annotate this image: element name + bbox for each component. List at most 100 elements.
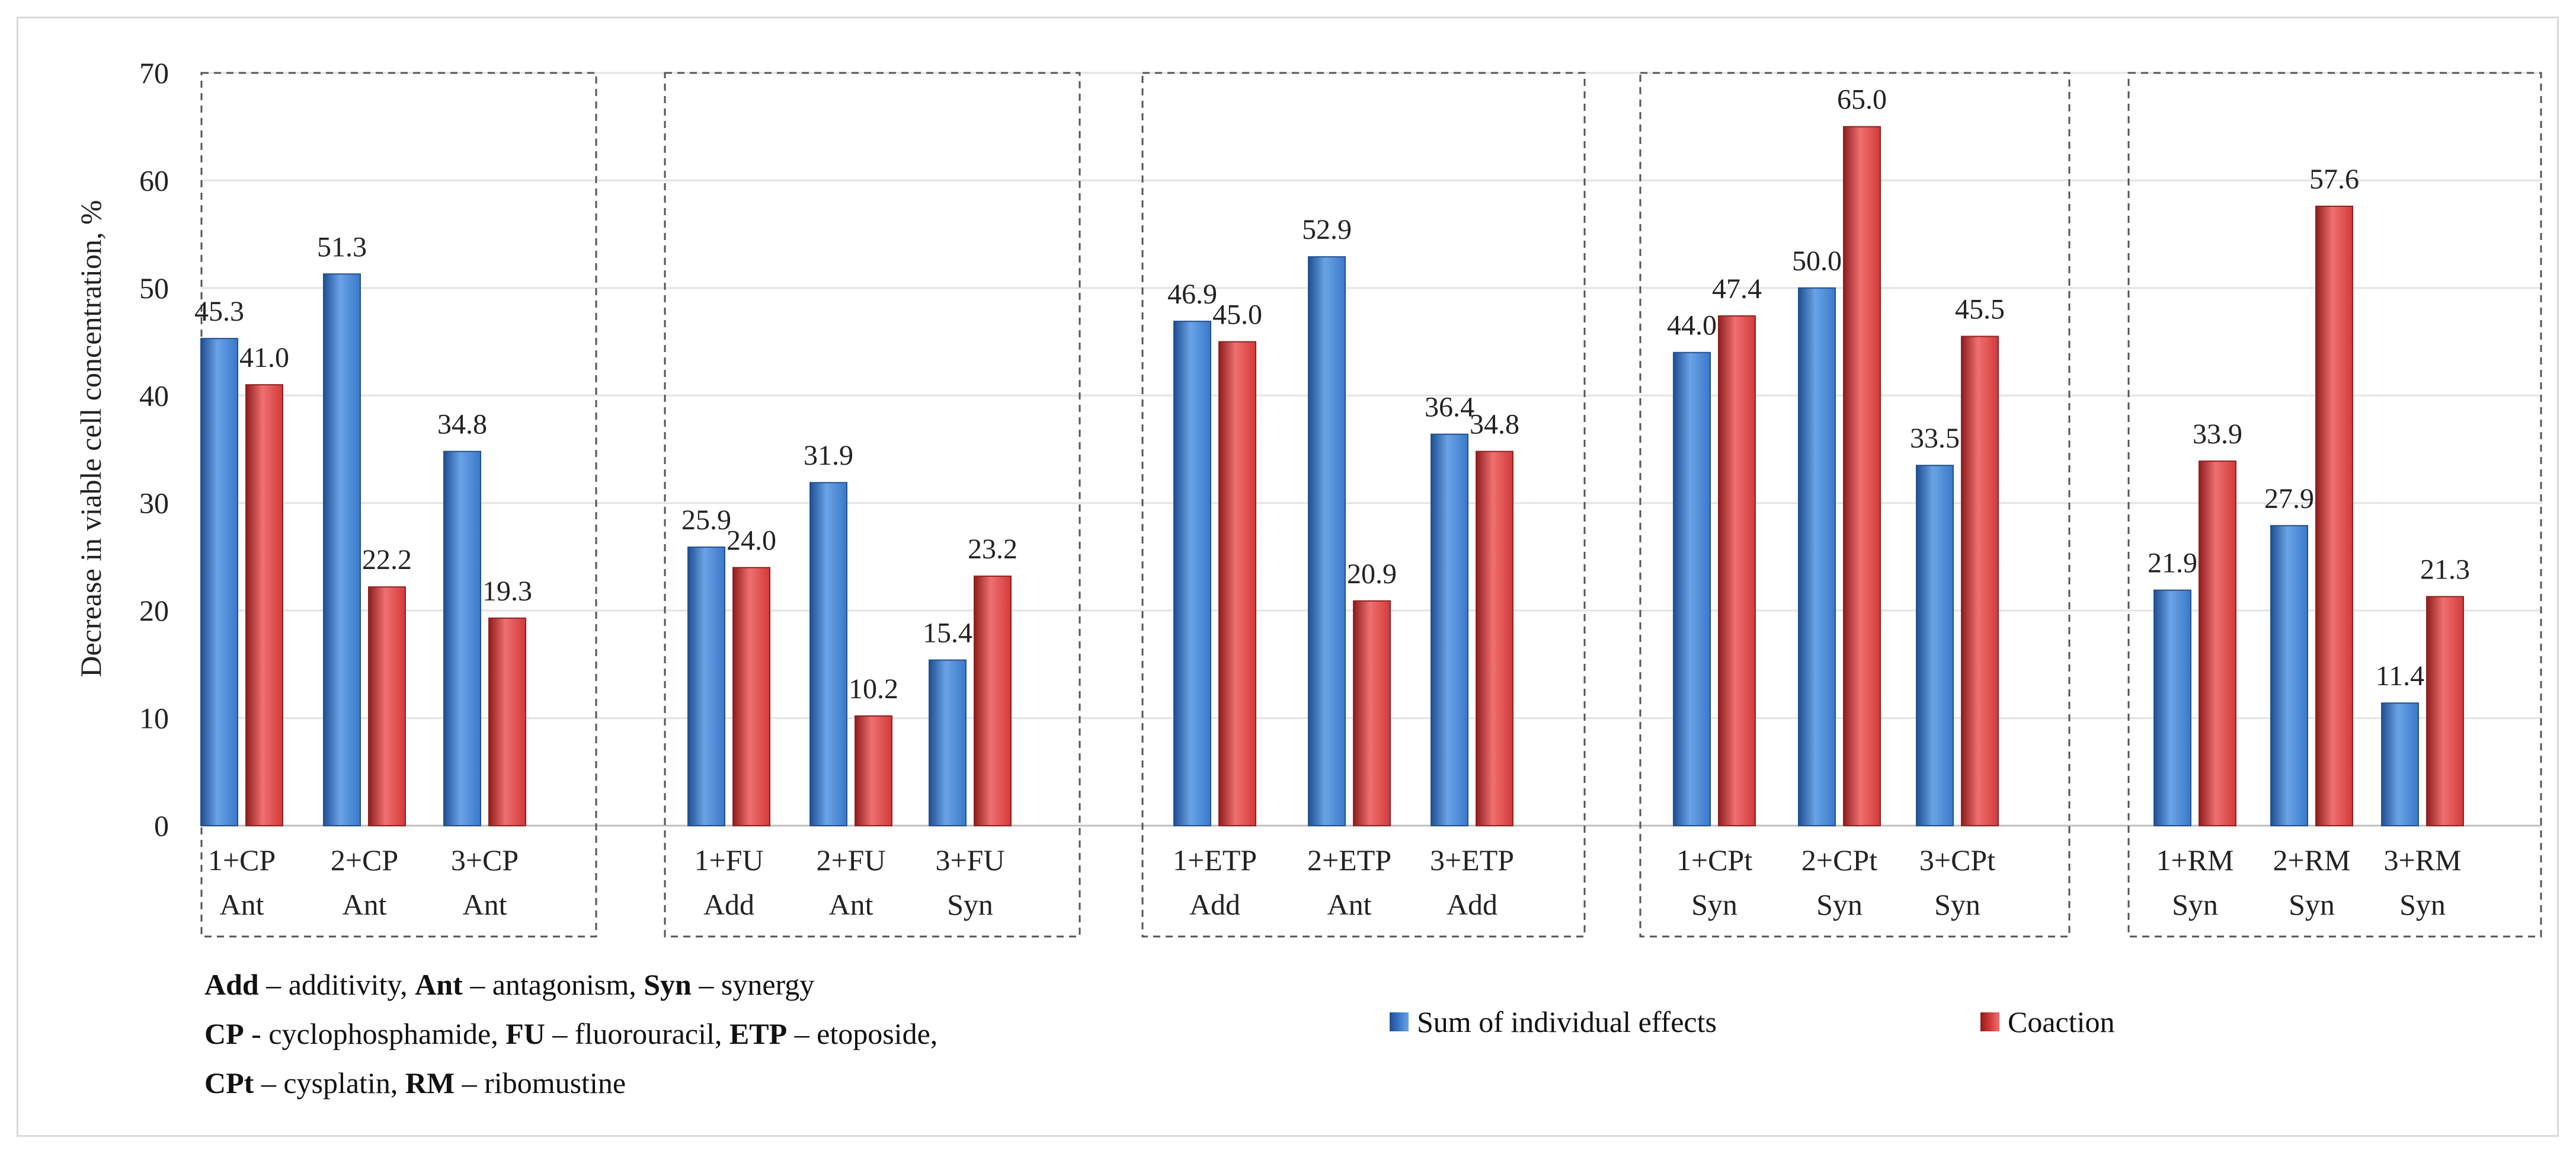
- notes-abbrev: Add: [204, 968, 259, 1001]
- x-tick-label: 3+FU: [935, 843, 1004, 877]
- x-effect-label: Ant: [829, 888, 873, 921]
- y-tick-label: 30: [139, 487, 169, 520]
- data-label-sum: 52.9: [1302, 214, 1352, 245]
- notes-text: – additivity,: [258, 968, 415, 1001]
- x-effect-label: Syn: [2172, 888, 2218, 921]
- bar-coaction-3+RM: [2426, 596, 2464, 826]
- bar-coaction-3+FU: [974, 576, 1012, 826]
- x-effect-label: Add: [1189, 888, 1240, 921]
- bar-coaction-2+CPt: [1843, 126, 1881, 827]
- bar-coaction-1+CPt: [1718, 315, 1756, 826]
- legend-item-sum: Sum of individual effects: [1390, 1005, 1717, 1039]
- bar-coaction-2+ETP: [1353, 600, 1391, 826]
- notes-abbrev: CP: [204, 1017, 244, 1050]
- x-effect-label: Syn: [1934, 888, 1980, 921]
- x-tick-label: 2+FU: [816, 843, 885, 877]
- data-label-coaction: 19.3: [482, 576, 532, 607]
- data-label-coaction: 22.2: [362, 544, 412, 576]
- data-label-sum: 31.9: [804, 440, 853, 471]
- data-label-coaction: 45.0: [1212, 299, 1262, 331]
- bar-sum-3+CPt: [1916, 465, 1954, 826]
- bar-sum-1+RM: [2153, 589, 2191, 827]
- x-tick-label: 1+CP: [208, 843, 276, 877]
- notes-line-1: Add – additivity, Ant – antagonism, Syn …: [204, 960, 937, 1009]
- notes-line-3: CPt – cysplatin, RM – ribomustine: [204, 1059, 937, 1108]
- data-label-sum: 51.3: [317, 231, 367, 263]
- x-effect-label: Ant: [1327, 888, 1372, 921]
- bar-sum-2+CP: [323, 273, 361, 826]
- bar-sum-2+FU: [809, 482, 847, 826]
- notes-text: – cysplatin,: [254, 1066, 405, 1100]
- bar-sum-1+CPt: [1673, 351, 1711, 826]
- x-effect-label: Add: [1447, 888, 1497, 921]
- x-tick-label: 3+RM: [2383, 843, 2461, 877]
- legend-label-sum: Sum of individual effects: [1417, 1005, 1717, 1038]
- x-tick-label: 2+CPt: [1801, 843, 1877, 877]
- data-label-coaction: 34.8: [1470, 409, 1519, 440]
- bar-sum-3+ETP: [1431, 433, 1468, 826]
- notes-abbrev: FU: [505, 1017, 545, 1050]
- x-tick-label: 1+FU: [694, 843, 763, 877]
- notes-text: – etoposide,: [787, 1017, 938, 1050]
- data-label-sum: 11.4: [2376, 660, 2424, 692]
- data-label-sum: 46.9: [1167, 279, 1217, 310]
- group-box-RM: [2127, 72, 2542, 938]
- bar-coaction-2+FU: [855, 715, 892, 827]
- data-label-sum: 45.3: [194, 296, 244, 327]
- data-label-sum: 36.4: [1425, 392, 1474, 423]
- data-label-sum: 27.9: [2264, 483, 2314, 514]
- x-tick-label: 3+CP: [451, 843, 519, 877]
- bar-coaction-3+CPt: [1961, 335, 1999, 826]
- group-box-FU: [664, 72, 1081, 938]
- notes-abbrev: Ant: [415, 968, 463, 1001]
- bar-sum-2+RM: [2270, 525, 2308, 826]
- data-label-coaction: 10.2: [849, 673, 898, 705]
- y-tick-label: 60: [139, 164, 169, 197]
- group-box-ETP: [1141, 72, 1586, 938]
- y-tick-label: 10: [139, 702, 169, 735]
- notes-abbrev: RM: [405, 1066, 455, 1100]
- x-tick-label: 1+ETP: [1173, 843, 1257, 877]
- x-effect-label: Syn: [1691, 888, 1737, 921]
- legend-label-coaction: Coaction: [2008, 1005, 2115, 1038]
- y-tick-label: 50: [139, 271, 169, 305]
- data-label-sum: 21.9: [2148, 548, 2197, 579]
- data-label-coaction: 65.0: [1837, 84, 1887, 116]
- bar-sum-2+ETP: [1308, 256, 1346, 826]
- bar-sum-3+RM: [2381, 702, 2419, 826]
- x-effect-label: Syn: [2289, 888, 2335, 921]
- data-label-sum: 34.8: [437, 409, 487, 440]
- notes-text: – ribomustine: [455, 1066, 626, 1100]
- x-tick-label: 3+CPt: [1919, 843, 1995, 877]
- y-tick-label: 0: [154, 809, 169, 842]
- group-box-CPt: [1639, 72, 2071, 938]
- bar-coaction-3+ETP: [1476, 450, 1513, 826]
- x-tick-label: 2+RM: [2273, 843, 2350, 877]
- data-label-coaction: 45.5: [1955, 294, 2005, 325]
- bar-coaction-1+FU: [732, 567, 770, 826]
- chart-frame: [17, 17, 2559, 1137]
- data-label-coaction: 24.0: [727, 525, 776, 557]
- x-tick-label: 1+CPt: [1676, 843, 1752, 877]
- notes-text: – synergy: [691, 968, 815, 1001]
- bar-coaction-3+CP: [488, 617, 526, 827]
- data-label-coaction: 23.2: [968, 533, 1017, 565]
- data-label-sum: 44.0: [1667, 310, 1717, 341]
- x-effect-label: Syn: [947, 888, 993, 921]
- legend-swatch-sum: [1390, 1012, 1409, 1031]
- legend-item-coaction: Coaction: [1980, 1005, 2115, 1039]
- x-effect-label: Syn: [1816, 888, 1863, 921]
- x-effect-label: Add: [703, 888, 754, 921]
- bar-sum-1+CP: [200, 338, 238, 826]
- notes-line-2: CP - cyclophosphamide, FU – fluorouracil…: [204, 1009, 937, 1059]
- data-label-sum: 25.9: [681, 504, 731, 536]
- legend-notes: Add – additivity, Ant – antagonism, Syn …: [204, 960, 937, 1108]
- x-tick-label: 2+ETP: [1307, 843, 1391, 877]
- notes-abbrev: Syn: [644, 968, 692, 1001]
- x-effect-label: Ant: [343, 888, 387, 921]
- x-tick-label: 3+ETP: [1430, 843, 1514, 877]
- data-label-coaction: 20.9: [1347, 558, 1397, 590]
- notes-abbrev: ETP: [729, 1017, 788, 1050]
- bar-coaction-2+RM: [2315, 205, 2353, 826]
